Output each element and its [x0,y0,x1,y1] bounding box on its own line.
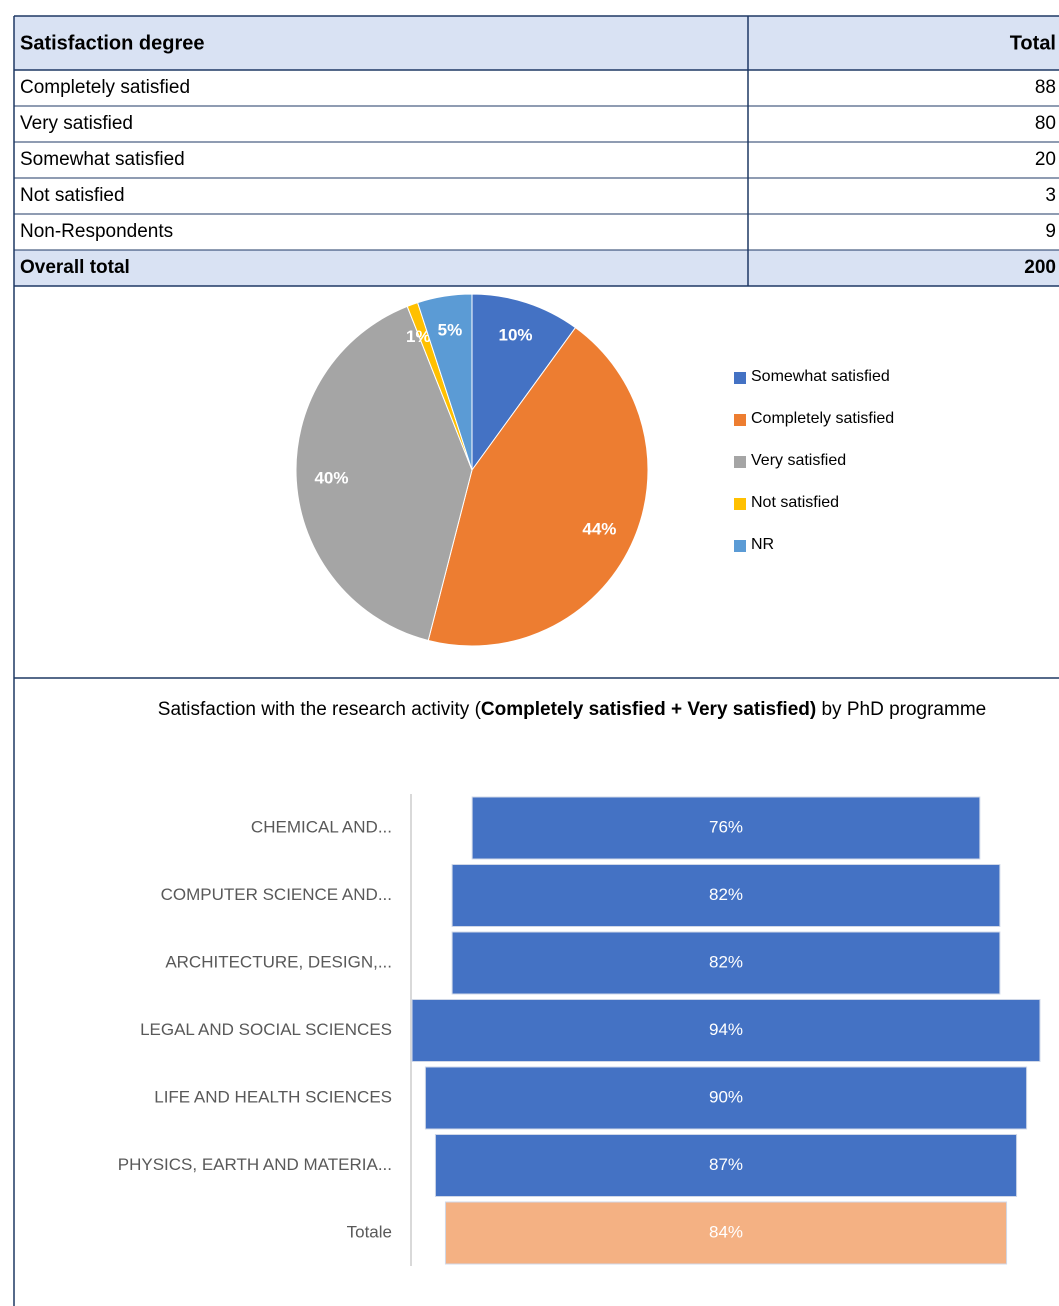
legend-swatch [734,372,746,384]
bar-label: 76% [709,817,743,836]
bar-chart-title: Satisfaction with the research activity … [142,692,1002,727]
category-label: LEGAL AND SOCIAL SCIENCES [140,1020,392,1039]
row-label: Very satisfied [20,113,133,134]
row-label: Not satisfied [20,185,125,206]
category-label: ARCHITECTURE, DESIGN,... [165,952,392,971]
bar-label: 87% [709,1155,743,1174]
bar-label: 82% [709,952,743,971]
pie-slice [471,293,577,472]
legend-swatch [734,498,746,510]
pie-label: 44% [582,519,616,538]
total-value: 200 [1024,257,1056,278]
row-label: Non-Respondents [20,221,173,242]
bar [424,1066,1028,1130]
bar [434,1134,1018,1197]
row-label: Completely satisfied [20,77,190,98]
bar-label: 94% [709,1020,743,1039]
title-part: by PhD programme [816,699,987,720]
category-label: PHYSICS, EARTH AND MATERIA... [118,1155,392,1174]
total-label: Overall total [20,257,130,278]
row-value: 88 [1035,77,1056,98]
bar [471,796,981,860]
title-part: Completely satisfied + Very satisfied) [480,699,817,720]
legend-swatch [734,414,746,426]
total-bg [14,250,1059,286]
legend-label: Somewhat satisfied [751,368,890,385]
legend-swatch [734,540,746,552]
legend-label: Completely satisfied [751,410,894,427]
bar-label: 90% [709,1087,743,1106]
bar [411,999,1041,1062]
bar [451,864,1001,927]
pie-label: 10% [498,326,532,345]
bar [451,931,1001,995]
header-bg [14,16,1059,70]
category-label: COMPUTER SCIENCE AND... [161,885,392,904]
row-value: 20 [1035,149,1056,170]
row-label: Somewhat satisfied [20,149,185,170]
pie-label: 40% [314,468,348,487]
bar-label: 82% [709,885,743,904]
header-cell: Total [1010,32,1056,54]
title-part: Satisfaction with the research activity … [157,699,481,720]
pie-label: 1% [406,327,431,346]
legend-label: Not satisfied [751,494,839,511]
row-value: 3 [1045,185,1056,206]
header-cell: Satisfaction degree [20,32,205,54]
legend-label: Very satisfied [751,452,846,469]
pie-slice [427,326,649,647]
legend-label: NR [751,536,774,553]
bar [444,1201,1008,1265]
pie-label: 5% [438,320,463,339]
row-value: 9 [1045,221,1056,242]
category-label: Totale [347,1222,392,1241]
category-label: LIFE AND HEALTH SCIENCES [154,1087,392,1106]
pie-slice [295,305,473,642]
category-label: CHEMICAL AND... [251,817,392,836]
legend-swatch [734,456,746,468]
row-value: 80 [1035,113,1056,134]
pie-slice [416,293,473,471]
bar-label: 84% [709,1222,743,1241]
